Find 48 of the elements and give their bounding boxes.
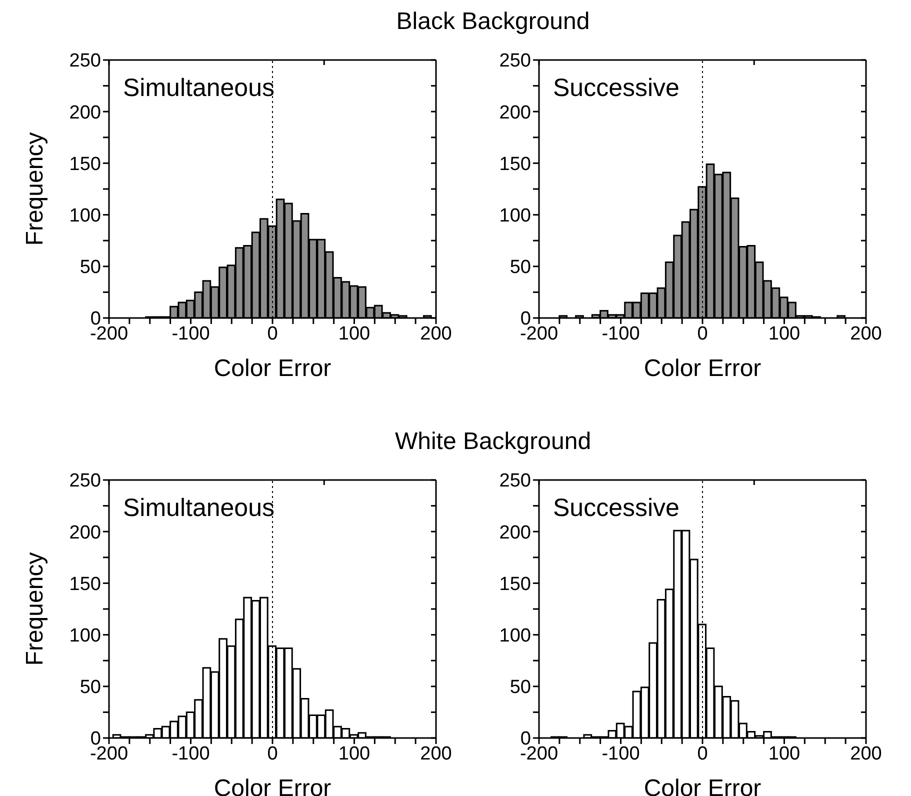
x-tick-label: 0 — [697, 743, 708, 764]
y-tick-label: 50 — [510, 677, 531, 698]
x-tick-label: 100 — [768, 743, 800, 764]
y-tick-label: 250 — [69, 470, 101, 492]
y-tick-label: 200 — [499, 102, 531, 124]
x-tick-label: 200 — [850, 743, 882, 764]
x-tick-label: 100 — [338, 743, 370, 764]
annotation: Simultaneous — [123, 494, 274, 523]
x-tick-label: 0 — [697, 323, 708, 344]
y-tick-label: 250 — [69, 50, 101, 72]
x-axis-title: Color Error — [644, 355, 762, 382]
y-tick-label: 200 — [69, 522, 101, 544]
text: Black Background — [395, 8, 591, 36]
x-tick-label: -100 — [602, 323, 640, 344]
x-tick-label: -100 — [602, 743, 640, 764]
y-tick-label: 100 — [69, 626, 101, 647]
y-tick-label: 100 — [499, 626, 531, 647]
x-tick-label: 200 — [420, 743, 452, 764]
annotation: Successive — [553, 74, 680, 103]
y-tick-label: 200 — [499, 522, 531, 544]
y-tick-label: 50 — [510, 257, 531, 278]
y-tick-label: 150 — [499, 574, 531, 595]
y-tick-label: 150 — [499, 154, 531, 175]
x-axis-title: Color Error — [214, 775, 332, 796]
x-axis-title: Color Error — [644, 775, 762, 796]
y-tick-label: 250 — [499, 470, 531, 492]
y-tick-label: 50 — [80, 677, 101, 698]
x-tick-label: -100 — [172, 323, 210, 344]
x-tick-label: 0 — [267, 323, 278, 344]
y-axis-title: Frequency — [22, 552, 49, 666]
x-axis-title: Color Error — [214, 355, 332, 382]
y-tick-label: 150 — [69, 154, 101, 175]
y-tick-label: 100 — [499, 206, 531, 227]
x-tick-label: 200 — [850, 323, 882, 344]
x-tick-label: -100 — [172, 743, 210, 764]
text: White Background — [394, 428, 592, 456]
y-tick-label: 250 — [499, 50, 531, 72]
x-tick-label: 100 — [338, 323, 370, 344]
x-tick-label: 0 — [267, 743, 278, 764]
y-tick-label: 50 — [80, 257, 101, 278]
annotation: Simultaneous — [123, 74, 274, 103]
y-axis-title: Frequency — [22, 132, 49, 246]
annotation: Successive — [553, 494, 680, 523]
y-tick-label: 200 — [69, 102, 101, 124]
y-tick-label: 100 — [69, 206, 101, 227]
x-tick-label: 100 — [768, 323, 800, 344]
y-tick-label: 150 — [69, 574, 101, 595]
x-tick-label: 200 — [420, 323, 452, 344]
